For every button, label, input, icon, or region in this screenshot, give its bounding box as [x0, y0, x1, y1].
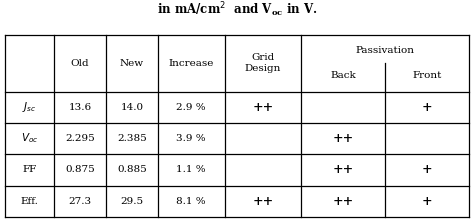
Text: Front: Front: [412, 71, 442, 80]
Text: 1.1 %: 1.1 %: [176, 165, 206, 174]
Text: ++: ++: [252, 195, 273, 208]
Text: Back: Back: [330, 71, 356, 80]
Text: FF: FF: [22, 165, 36, 174]
Text: Increase: Increase: [169, 59, 214, 68]
Text: 2.385: 2.385: [117, 134, 147, 143]
Text: +: +: [422, 101, 433, 114]
Text: 29.5: 29.5: [120, 197, 144, 206]
Text: $V_{oc}$: $V_{oc}$: [21, 132, 38, 145]
Text: New: New: [120, 59, 144, 68]
Text: +: +: [422, 195, 433, 208]
Text: Grid: Grid: [251, 53, 274, 62]
Text: 14.0: 14.0: [120, 103, 144, 112]
Text: 2.9 %: 2.9 %: [176, 103, 206, 112]
Text: 0.875: 0.875: [65, 165, 95, 174]
Text: in mA/cm$^2$  and V$_{\mathregular{oc}}$ in V.: in mA/cm$^2$ and V$_{\mathregular{oc}}$ …: [157, 0, 317, 19]
Text: 13.6: 13.6: [69, 103, 91, 112]
Text: 27.3: 27.3: [69, 197, 91, 206]
Text: Passivation: Passivation: [356, 46, 415, 55]
Text: Design: Design: [245, 64, 281, 73]
Text: ++: ++: [333, 195, 354, 208]
Text: 8.1 %: 8.1 %: [176, 197, 206, 206]
Text: ++: ++: [252, 101, 273, 114]
Text: 0.885: 0.885: [117, 165, 147, 174]
Text: ++: ++: [333, 132, 354, 145]
Text: 2.295: 2.295: [65, 134, 95, 143]
Text: +: +: [422, 163, 433, 176]
Text: Eff.: Eff.: [20, 197, 38, 206]
Text: Old: Old: [71, 59, 90, 68]
Text: 3.9 %: 3.9 %: [176, 134, 206, 143]
Text: $J_{sc}$: $J_{sc}$: [22, 100, 36, 114]
Text: ++: ++: [333, 163, 354, 176]
